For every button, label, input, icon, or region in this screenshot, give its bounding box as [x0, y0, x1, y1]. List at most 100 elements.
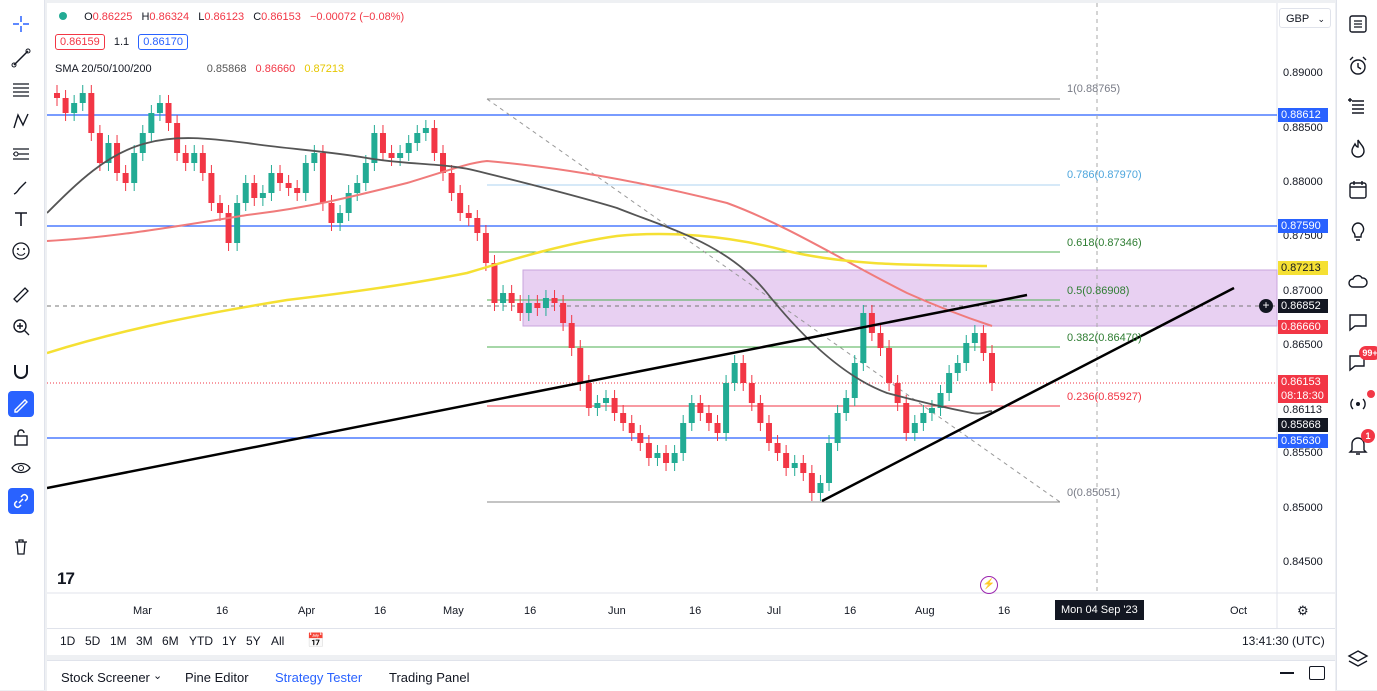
zoom-in-icon[interactable]: [8, 314, 34, 340]
price-tick: 0.85000: [1283, 502, 1323, 514]
broadcast-icon[interactable]: [1345, 391, 1371, 417]
timeframe-5d[interactable]: 5D: [85, 634, 101, 648]
eye-icon[interactable]: [8, 455, 34, 481]
candle-body: [757, 403, 764, 423]
chevron-down-icon[interactable]: ⌄: [153, 670, 163, 682]
timeframe-1m[interactable]: 1M: [110, 634, 127, 648]
settings-gear-icon[interactable]: ⚙: [1297, 603, 1309, 618]
time-tick: 16: [524, 605, 537, 617]
currency-selector[interactable]: GBP ⌄: [1279, 8, 1331, 28]
candle-body: [285, 183, 292, 188]
candle-body: [765, 423, 772, 443]
link-icon[interactable]: [8, 488, 34, 514]
candle-body: [860, 313, 867, 363]
candle-body: [774, 443, 781, 453]
candle-body: [748, 383, 755, 403]
time-tick: Mar: [133, 605, 152, 617]
fib-label-236: 0.236(0.85927): [1067, 391, 1142, 403]
price-label-last: 0.86153: [1278, 375, 1328, 389]
layers-icon[interactable]: [1345, 646, 1371, 672]
tradingview-logo[interactable]: 17: [57, 569, 75, 589]
price-label-crosshair: 0.86852: [1278, 299, 1328, 313]
timeframe-6m[interactable]: 6M: [162, 634, 179, 648]
bell-icon[interactable]: [1345, 432, 1371, 458]
sma-label[interactable]: SMA 20/50/100/200: [55, 63, 152, 75]
price-label-sma200: 0.87213: [1278, 261, 1328, 275]
timeframe-1y[interactable]: 1Y: [222, 634, 237, 648]
candle-body: [628, 423, 635, 433]
buy-button[interactable]: 0.86170: [138, 34, 188, 50]
timeframe-3m[interactable]: 3M: [136, 634, 153, 648]
candle-body: [431, 128, 438, 153]
price-chart[interactable]: [47, 3, 1335, 628]
brush-icon[interactable]: [8, 174, 34, 200]
candle-body: [783, 453, 790, 468]
magnet-icon[interactable]: [8, 358, 34, 384]
trend-line-icon[interactable]: [8, 45, 34, 71]
left-toolbar: [0, 0, 45, 690]
minimize-panel-icon[interactable]: [1280, 672, 1294, 674]
ruler-icon[interactable]: [8, 282, 34, 308]
timeframe-ytd[interactable]: YTD: [189, 634, 213, 648]
lock-icon[interactable]: [8, 424, 34, 450]
order-quantity[interactable]: 1.1: [113, 36, 130, 48]
candle-body: [877, 333, 884, 348]
emoji-icon[interactable]: [8, 238, 34, 264]
pattern-icon[interactable]: [8, 108, 34, 134]
tab-pine-editor[interactable]: Pine Editor: [185, 670, 249, 685]
time-tick: 16: [998, 605, 1011, 617]
candle-body: [911, 423, 918, 433]
time-tick: Apr: [298, 605, 316, 617]
sma-value-2: 0.86660: [255, 63, 296, 75]
fib-label-382: 0.382(0.86470): [1067, 332, 1142, 344]
maximize-panel-icon[interactable]: [1309, 666, 1325, 680]
horizontal-lines-icon[interactable]: [8, 76, 34, 102]
tab-stock-screener[interactable]: Stock Screener: [61, 670, 150, 685]
trash-icon[interactable]: [8, 533, 34, 559]
candle-body: [345, 193, 352, 213]
candle-body: [465, 213, 472, 218]
crosshair-icon[interactable]: [8, 11, 34, 37]
candle-body: [500, 293, 507, 303]
add-plus-icon[interactable]: +: [1259, 299, 1273, 313]
event-lightning-icon[interactable]: ⚡: [980, 576, 998, 594]
watchlist-icon[interactable]: [1345, 11, 1371, 37]
supply-zone-rectangle: [522, 269, 1278, 327]
candle-body: [971, 333, 978, 343]
timeframe-5y[interactable]: 5Y: [246, 634, 261, 648]
streams-cloud-icon[interactable]: [1345, 268, 1371, 294]
tab-strategy-tester[interactable]: Strategy Tester: [275, 670, 363, 685]
calendar-icon[interactable]: [1345, 177, 1371, 203]
stay-in-drawing-mode-icon[interactable]: [8, 391, 34, 417]
candle-body: [894, 383, 901, 403]
candle-body: [148, 113, 155, 133]
candle-body: [337, 213, 344, 223]
ohlc-low: 0.86123: [204, 11, 245, 23]
candle-body: [808, 473, 815, 493]
visibility-dot-icon[interactable]: [59, 12, 67, 20]
candle-body: [422, 128, 429, 133]
timeframe-all[interactable]: All: [271, 634, 285, 648]
candle-body: [817, 483, 824, 493]
candle-body: [191, 153, 198, 163]
tab-trading-panel[interactable]: Trading Panel: [389, 670, 470, 685]
data-window-icon[interactable]: [1345, 94, 1371, 120]
alarm-clock-icon[interactable]: [1345, 53, 1371, 79]
candle-body: [114, 143, 121, 173]
candle-body: [122, 173, 129, 183]
fib-tool-icon[interactable]: [8, 141, 34, 167]
candle-body: [88, 93, 95, 133]
date-range-calendar-icon[interactable]: 📅: [307, 632, 325, 648]
utc-clock[interactable]: 13:41:30 (UTC): [1242, 634, 1325, 648]
ideas-lightbulb-icon[interactable]: [1345, 219, 1371, 245]
text-tool-icon[interactable]: [8, 206, 34, 232]
candle-body: [319, 153, 326, 203]
ohlc-open-label: O: [84, 11, 93, 23]
chat-icon[interactable]: [1345, 309, 1371, 335]
sell-button[interactable]: 0.86159: [55, 34, 105, 50]
candle-body: [594, 403, 601, 408]
chart-area[interactable]: O0.86225 H0.86324 L0.86123 C0.86153 −0.0…: [47, 3, 1335, 628]
hotlist-fire-icon[interactable]: [1345, 136, 1371, 162]
ohlc-low-label: L: [198, 11, 205, 23]
timeframe-1d[interactable]: 1D: [60, 634, 76, 648]
